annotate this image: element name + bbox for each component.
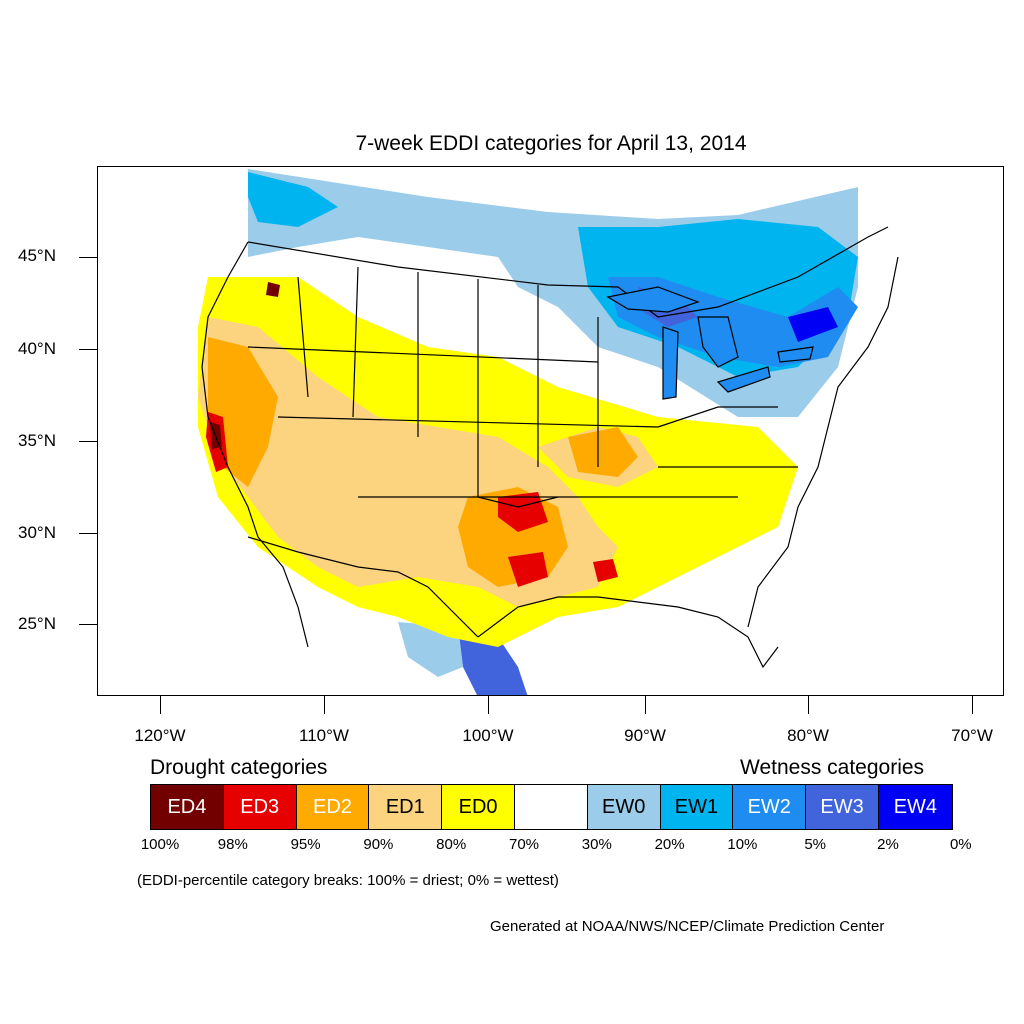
credit-line: Generated at NOAA/NWS/NCEP/Climate Predi… <box>490 918 885 935</box>
drought-ed3-tx <box>508 552 548 587</box>
legend-box-ew4: EW4 <box>878 785 952 829</box>
legend-box-ed0: ED0 <box>442 785 515 829</box>
lat-tick <box>79 533 97 534</box>
us-mexico-border <box>247 536 479 638</box>
eddi-map <box>97 166 1004 696</box>
wetness-ew1-west <box>248 172 338 227</box>
category-breaks-note: (EDDI-percentile category breaks: 100% =… <box>137 872 559 889</box>
lat-tick <box>79 441 97 442</box>
map-title: 7-week EDDI categories for April 13, 201… <box>355 132 747 155</box>
lake-ontario <box>777 346 814 363</box>
lon-label-100: 100°W <box>462 726 514 745</box>
state-line <box>477 437 559 508</box>
lon-tick <box>160 696 161 714</box>
legend-box-ew0: EW0 <box>587 785 661 829</box>
state-line <box>657 406 778 428</box>
lon-tick <box>488 696 489 714</box>
legend-break-label: 0% <box>949 836 972 853</box>
lat-label-25: 25°N <box>18 614 56 633</box>
us-gulf-coast <box>477 596 779 669</box>
legend-break-label: 70% <box>508 836 540 853</box>
lat-label-40: 40°N <box>18 339 56 358</box>
lat-tick <box>79 257 97 258</box>
state-line <box>297 276 309 398</box>
lon-label-90: 90°W <box>624 726 666 745</box>
lake-erie <box>716 366 771 393</box>
legend-break-label: 10% <box>727 836 758 853</box>
legend-box-ew2: EW2 <box>733 785 807 829</box>
wetness-texas-gulf <box>458 627 528 695</box>
lake-michigan <box>662 326 679 400</box>
legend-break-label: 80% <box>436 836 467 853</box>
lat-tick <box>79 624 97 625</box>
lat-label-35: 35°N <box>18 431 56 450</box>
legend-box-ew1: EW1 <box>660 785 734 829</box>
us-east-coast <box>747 256 899 628</box>
legend-break-label: 90% <box>363 836 394 853</box>
lon-label-80: 80°W <box>787 726 829 745</box>
legend-box-ed2: ED2 <box>296 785 370 829</box>
lon-label-110: 110°W <box>299 726 349 745</box>
legend-break-label: 100% <box>140 836 180 853</box>
lon-tick <box>324 696 325 714</box>
legend-box-ed3: ED3 <box>223 785 297 829</box>
legend-break-label: 20% <box>654 836 685 853</box>
legend-box-ed4: ED4 <box>151 785 224 829</box>
lake-huron <box>697 316 739 368</box>
wetness-categories-heading: Wetness categories <box>740 756 925 779</box>
us-west-coast <box>201 241 309 648</box>
lon-tick <box>972 696 973 714</box>
state-line <box>247 346 599 363</box>
state-line <box>277 416 659 428</box>
legend-break-label: 30% <box>581 836 612 853</box>
legend-break-label: 98% <box>217 836 248 853</box>
legend-box-ew3: EW3 <box>806 785 879 829</box>
drought-categories-heading: Drought categories <box>150 756 328 779</box>
drought-ed2-east <box>568 427 638 477</box>
state-line <box>352 266 359 418</box>
lon-tick <box>808 696 809 714</box>
us-border-north <box>247 226 889 318</box>
legend-color-bar: ED4 ED3 ED2 ED1 ED0 EW0 EW1 EW2 EW3 EW4 <box>150 784 953 830</box>
lon-label-120: 120°W <box>134 726 186 745</box>
lake-superior <box>606 286 700 313</box>
legend-box-normal <box>514 785 588 829</box>
lat-label-30: 30°N <box>18 523 56 542</box>
lat-tick <box>79 349 97 350</box>
legend-break-label: 95% <box>290 836 321 853</box>
drought-ed3-ok <box>498 492 548 532</box>
lon-label-70: 70°W <box>951 726 993 745</box>
wetness-ew4 <box>788 307 838 342</box>
lon-tick <box>645 696 646 714</box>
legend-break-label: 5% <box>804 836 827 853</box>
drought-ed3-la <box>593 559 618 582</box>
legend-break-label: 2% <box>877 836 899 853</box>
legend-box-ed1: ED1 <box>369 785 443 829</box>
drought-ed4-id <box>266 282 280 297</box>
lat-label-45: 45°N <box>18 246 56 265</box>
